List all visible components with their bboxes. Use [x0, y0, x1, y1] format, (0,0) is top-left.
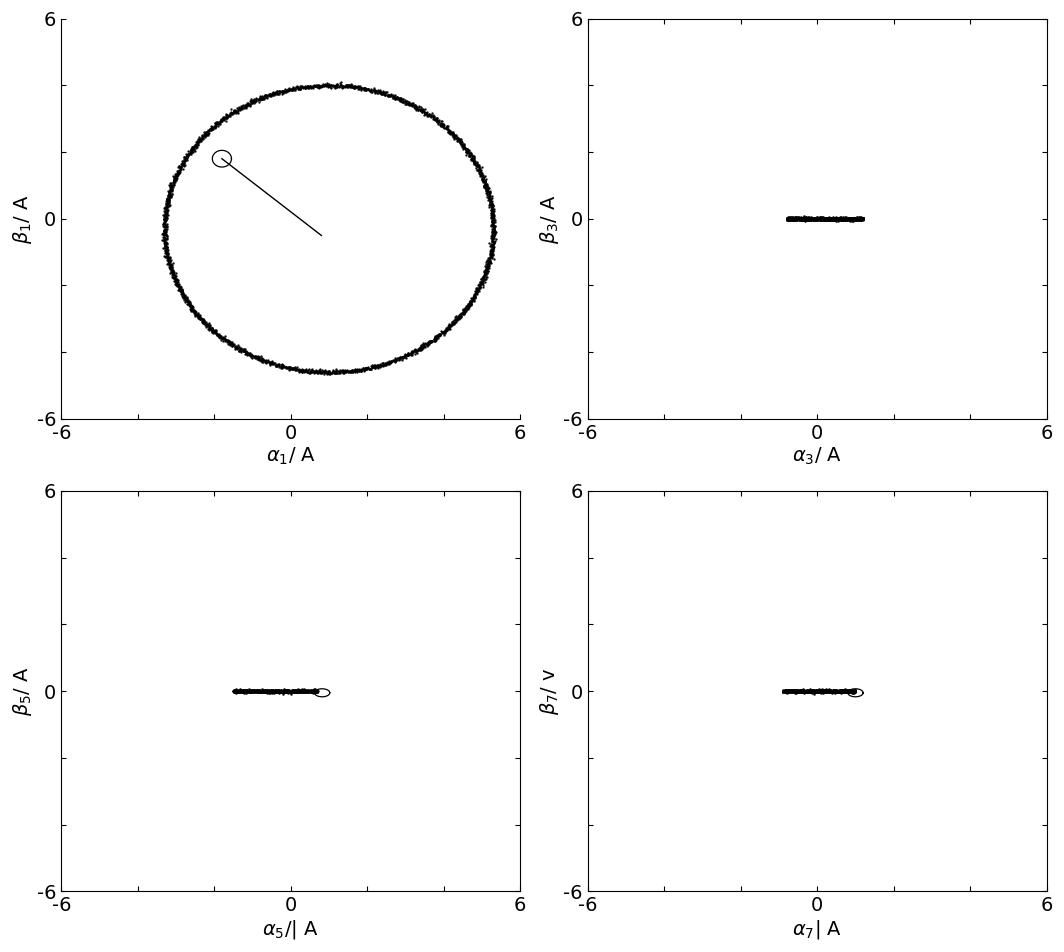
Y-axis label: $\beta_7$/ v: $\beta_7$/ v [537, 667, 561, 715]
Y-axis label: $\beta_3$/ A: $\beta_3$/ A [537, 194, 561, 244]
Y-axis label: $\beta_5$/ A: $\beta_5$/ A [11, 666, 34, 716]
X-axis label: $\alpha_1$/ A: $\alpha_1$/ A [266, 446, 316, 466]
X-axis label: $\alpha_7$| A: $\alpha_7$| A [793, 918, 843, 941]
X-axis label: $\alpha_3$/ A: $\alpha_3$/ A [793, 446, 843, 466]
Y-axis label: $\beta_1$/ A: $\beta_1$/ A [11, 194, 34, 244]
X-axis label: $\alpha_5$/| A: $\alpha_5$/| A [263, 918, 319, 941]
